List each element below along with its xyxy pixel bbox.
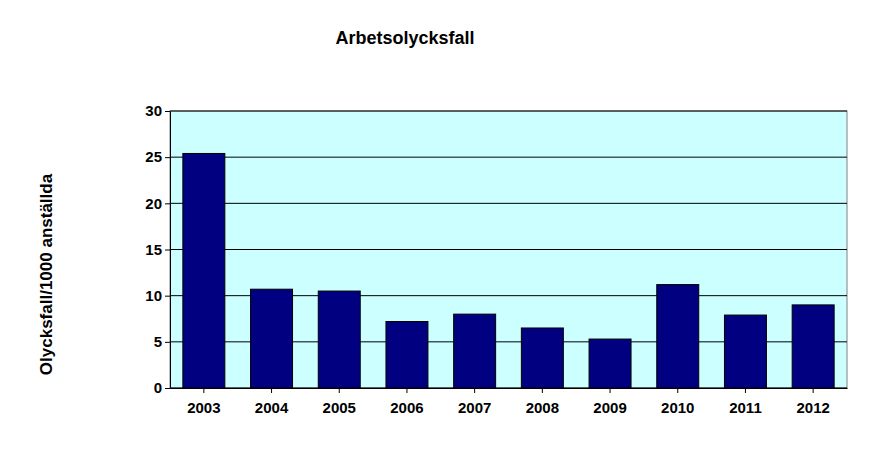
x-tick: 2010 [661,388,694,416]
y-tick: 0 [154,379,170,396]
grid-line [170,111,847,112]
x-tick-mark [474,388,475,393]
bar [724,315,766,388]
plot: 0 5 10 15 20 25 30 2003 2004 2005 2006 2007 2008 2009… [145,102,847,415]
title: Arbetsolycksfall [335,28,474,48]
x-tick-label: 2007 [458,399,491,416]
y-tick-label: 25 [145,148,162,165]
y-tick-label: 20 [145,195,162,212]
x-tick: 2004 [255,388,289,416]
y-tick-label: 15 [145,241,162,258]
bar [318,291,360,388]
y-tick-label: 10 [145,287,162,304]
y-axis: 0 5 10 15 20 25 30 [145,102,170,396]
x-tick: 2006 [390,388,423,416]
y-tick-mark [165,157,170,158]
bar [386,322,428,388]
y-tick: 10 [145,287,170,304]
x-tick-mark [677,388,678,393]
grid-line [170,157,847,158]
bar [251,289,293,388]
x-tick: 2007 [458,388,491,416]
x-tick: 2011 [729,388,762,416]
grid-line [170,203,847,204]
y-tick: 5 [154,333,170,350]
y-tick-label: 5 [154,333,162,350]
y-tick: 20 [145,195,170,212]
x-tick-mark [406,388,407,393]
x-tick: 2003 [187,388,220,416]
x-tick-label: 2004 [255,399,289,416]
y-tick: 25 [145,148,170,165]
x-tick-label: 2005 [323,399,356,416]
y-axis-line [170,112,171,389]
x-tick-label: 2010 [661,399,694,416]
x-tick-label: 2006 [390,399,423,416]
bars [183,153,834,388]
x-tick-mark [542,388,543,393]
bar [454,314,496,388]
bar [521,328,563,388]
x-tick-mark [271,388,272,393]
bar [589,339,631,388]
x-tick-mark [339,388,340,393]
x-tick: 2008 [526,388,559,416]
x-tick-mark [813,388,814,393]
x-tick: 2009 [593,388,626,416]
y-tick-mark [165,296,170,297]
x-tick-mark [610,388,611,393]
y-tick: 30 [145,102,170,119]
x-tick-label: 2012 [796,399,829,416]
plot-background [170,111,847,388]
grid [170,111,847,388]
y-axis-title: Olycksfall/1000 anställda [37,173,56,375]
y-tick-mark [165,342,170,343]
bar [657,285,699,388]
x-tick-label: 2011 [729,399,762,416]
y-tick-mark [165,388,170,389]
x-axis: 2003 2004 2005 2006 2007 2008 2009 2010 2011 2012 [171,388,848,416]
y-tick-mark [165,250,170,251]
x-tick: 2005 [323,388,356,416]
x-tick-mark [745,388,746,393]
x-tick: 2012 [796,388,829,416]
y-tick-mark [165,111,170,112]
x-tick-label: 2003 [187,399,220,416]
y-tick: 15 [145,241,170,258]
bar [183,153,225,388]
x-tick-label: 2009 [593,399,626,416]
x-tick-mark [203,388,204,393]
y-tick-mark [165,203,170,204]
chart: 0 5 10 15 20 25 30 2003 2004 2005 2006 2007 2008 2009… [0,0,872,461]
x-tick-label: 2008 [526,399,559,416]
grid-line [170,249,847,250]
y-tick-label: 0 [154,379,162,396]
bar [792,305,834,388]
y-tick-label: 30 [145,102,162,119]
